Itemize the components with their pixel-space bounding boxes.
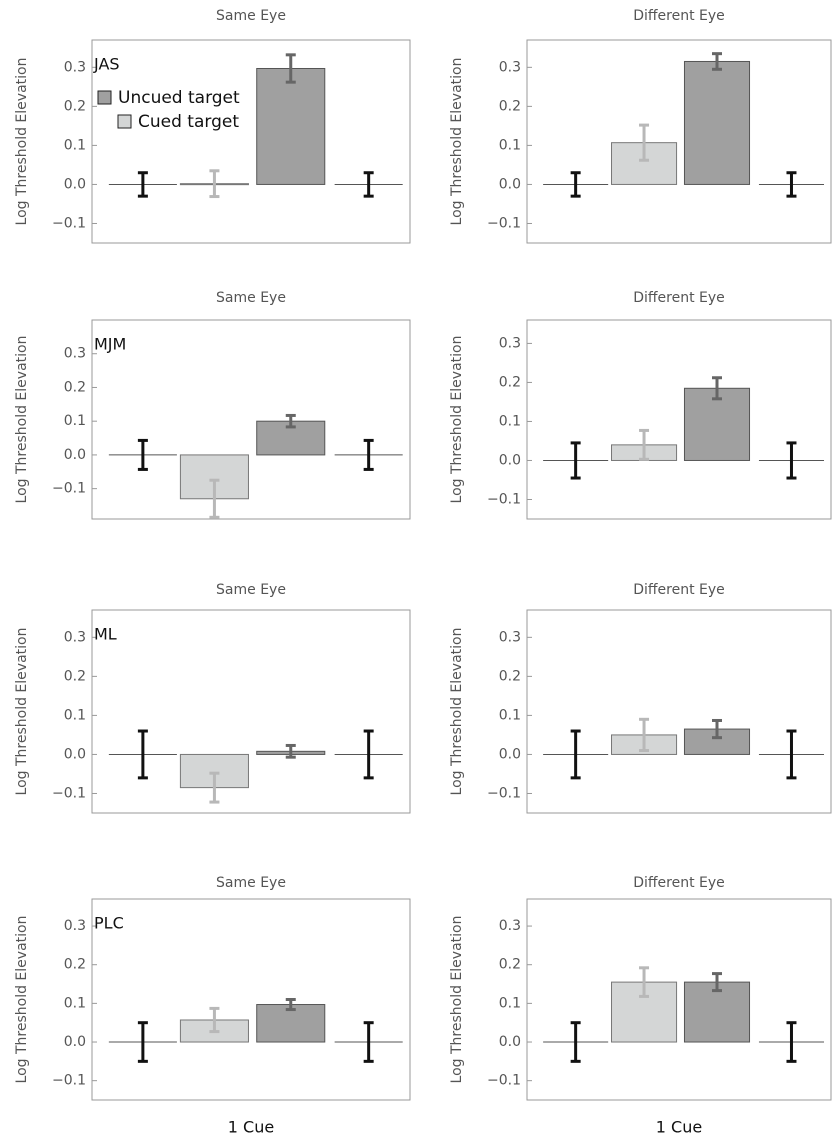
y-tick-label: 0.1 xyxy=(64,413,86,429)
y-tick-label: 0.1 xyxy=(64,137,86,153)
y-tick-label: 0.0 xyxy=(499,452,521,468)
y-axis-label: Log Threshold Elevation xyxy=(14,916,30,1084)
y-tick-label: 0.1 xyxy=(64,995,86,1011)
y-tick-label: 0.0 xyxy=(64,176,86,192)
y-axis-label: Log Threshold Elevation xyxy=(14,58,30,226)
y-tick-label: 0.3 xyxy=(499,335,521,351)
y-axis-label: Log Threshold Elevation xyxy=(449,916,465,1084)
y-tick-label: −0.1 xyxy=(487,491,521,507)
plot-frame xyxy=(526,39,832,244)
y-tick-label: 0.2 xyxy=(64,957,86,973)
y-tick-label: 0.1 xyxy=(64,707,86,723)
plot-frame xyxy=(91,39,411,244)
y-tick-label: 0.0 xyxy=(64,1034,86,1050)
y-tick-label: −0.1 xyxy=(52,785,86,801)
panel-title: Same Eye xyxy=(216,8,286,24)
plot-frame xyxy=(526,898,832,1101)
y-axis-label: Log Threshold Elevation xyxy=(449,628,465,796)
subject-label: ML xyxy=(94,625,117,644)
y-tick-label: 0.0 xyxy=(499,1034,521,1050)
y-tick-label: 0.1 xyxy=(499,137,521,153)
y-tick-label: 0.1 xyxy=(499,707,521,723)
y-tick-label: 0.0 xyxy=(499,746,521,762)
plot-frame xyxy=(91,609,411,814)
plot-frame xyxy=(91,898,411,1101)
y-tick-label: 0.3 xyxy=(64,629,86,645)
panel-title: Same Eye xyxy=(216,582,286,598)
y-tick-label: 0.0 xyxy=(499,176,521,192)
y-tick-label: −0.1 xyxy=(52,215,86,231)
panel-title: Different Eye xyxy=(633,290,725,306)
y-tick-label: 0.2 xyxy=(499,957,521,973)
y-axis-label: Log Threshold Elevation xyxy=(14,628,30,796)
subject-label: PLC xyxy=(94,914,124,933)
y-tick-label: 0.2 xyxy=(64,98,86,114)
panel-title: Same Eye xyxy=(216,290,286,306)
y-tick-label: 0.1 xyxy=(499,995,521,1011)
y-tick-label: −0.1 xyxy=(52,481,86,497)
bar xyxy=(256,67,326,185)
plot-frame xyxy=(91,319,411,520)
y-tick-label: 0.3 xyxy=(499,629,521,645)
y-tick-label: 0.3 xyxy=(64,918,86,934)
y-axis-label: Log Threshold Elevation xyxy=(449,58,465,226)
panel-title: Different Eye xyxy=(633,8,725,24)
y-tick-label: −0.1 xyxy=(487,785,521,801)
y-tick-label: −0.1 xyxy=(52,1073,86,1089)
y-tick-label: 0.3 xyxy=(499,59,521,75)
legend-label: Uncued target xyxy=(118,88,240,108)
y-tick-label: 0.2 xyxy=(499,668,521,684)
y-tick-label: 0.0 xyxy=(64,746,86,762)
y-tick-label: −0.1 xyxy=(487,215,521,231)
y-tick-label: 0.1 xyxy=(499,413,521,429)
y-tick-label: 0.3 xyxy=(64,59,86,75)
y-tick-label: 0.2 xyxy=(64,379,86,395)
legend-label: Cued target xyxy=(138,112,239,132)
subject-label: JAS xyxy=(93,55,120,74)
bar xyxy=(683,60,751,185)
y-axis-label: Log Threshold Elevation xyxy=(14,336,30,504)
subject-label: MJM xyxy=(94,335,126,354)
y-tick-label: 0.2 xyxy=(499,374,521,390)
x-axis-label: 1 Cue xyxy=(656,1118,702,1137)
panel-title: Different Eye xyxy=(633,582,725,598)
legend-swatch xyxy=(117,114,132,129)
x-axis-label: 1 Cue xyxy=(228,1118,274,1137)
y-tick-label: 0.0 xyxy=(64,447,86,463)
panel-title: Same Eye xyxy=(216,875,286,891)
y-tick-label: 0.2 xyxy=(64,668,86,684)
y-tick-label: 0.3 xyxy=(499,918,521,934)
y-tick-label: 0.2 xyxy=(499,98,521,114)
legend-swatch xyxy=(97,90,112,105)
y-tick-label: 0.3 xyxy=(64,346,86,362)
y-axis-label: Log Threshold Elevation xyxy=(449,336,465,504)
panel-title: Different Eye xyxy=(633,875,725,891)
plot-frame xyxy=(526,319,832,520)
plot-frame xyxy=(526,609,832,814)
y-tick-label: −0.1 xyxy=(487,1073,521,1089)
